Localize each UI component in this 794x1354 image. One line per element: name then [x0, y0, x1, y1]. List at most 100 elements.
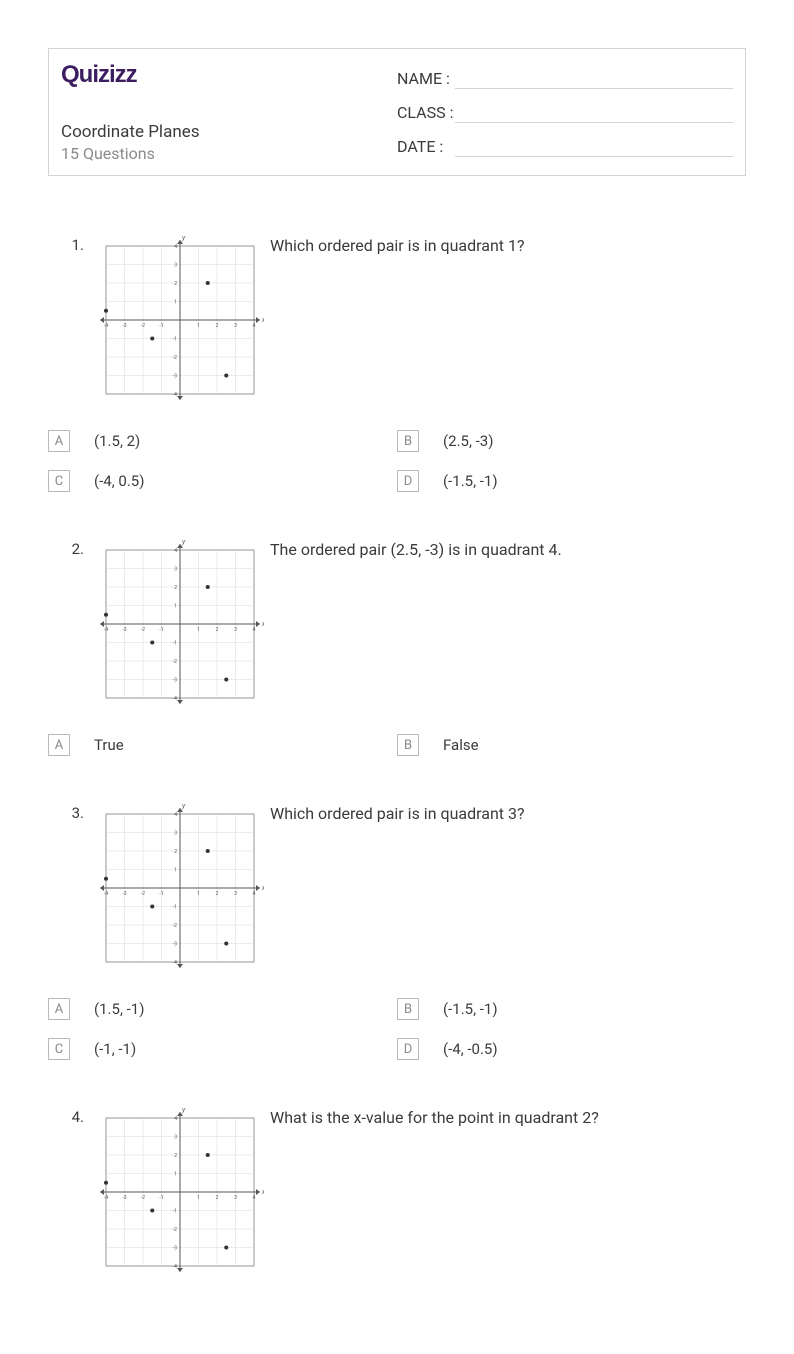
coordinate-plane-image: xy-4-3-2-11234-4-3-2-11234 [96, 1108, 266, 1276]
svg-text:-1: -1 [159, 323, 163, 329]
choice[interactable]: A (1.5, -1) [48, 998, 397, 1020]
svg-text:3: 3 [234, 627, 237, 633]
svg-text:-4: -4 [104, 627, 108, 633]
choice-letter: A [48, 430, 70, 452]
choice-letter: D [397, 1038, 419, 1060]
svg-text:x: x [261, 620, 264, 628]
svg-text:-1: -1 [173, 641, 177, 647]
svg-text:-2: -2 [141, 323, 145, 329]
name-label: NAME : [397, 69, 455, 88]
svg-text:4: 4 [253, 1195, 256, 1201]
question-block: 3. xy-4-3-2-11234-4-3-2-11234 Which orde… [48, 804, 746, 1078]
date-input-line[interactable] [455, 135, 733, 157]
question-block: 2. xy-4-3-2-11234-4-3-2-11234 The ordere… [48, 540, 746, 774]
choice-text: (1.5, 2) [94, 432, 140, 450]
svg-text:4: 4 [253, 891, 256, 897]
choice-letter: B [397, 998, 419, 1020]
quiz-title: Coordinate Planes [61, 122, 397, 142]
svg-text:-3: -3 [173, 374, 177, 380]
question-block: 1. xy-4-3-2-11234-4-3-2-11234 Which orde… [48, 236, 746, 510]
header-right: NAME : CLASS : DATE : [397, 61, 733, 163]
name-field-row: NAME : [397, 61, 733, 95]
svg-text:-1: -1 [159, 627, 163, 633]
choice-letter: A [48, 998, 70, 1020]
choice-letter: C [48, 470, 70, 492]
choice[interactable]: A True [48, 734, 397, 756]
svg-text:4: 4 [174, 548, 177, 554]
svg-text:2: 2 [216, 891, 219, 897]
svg-text:-4: -4 [104, 1195, 108, 1201]
svg-text:y: y [181, 1108, 186, 1114]
svg-text:-1: -1 [173, 905, 177, 911]
choice-text: (-1.5, -1) [443, 1000, 498, 1018]
svg-text:-1: -1 [173, 1209, 177, 1215]
choice[interactable]: D (-1.5, -1) [397, 470, 746, 492]
name-input-line[interactable] [455, 67, 733, 89]
svg-text:-3: -3 [173, 942, 177, 948]
svg-text:4: 4 [174, 1116, 177, 1122]
coordinate-plane-image: xy-4-3-2-11234-4-3-2-11234 [96, 540, 266, 708]
choice[interactable]: B (-1.5, -1) [397, 998, 746, 1020]
choice[interactable]: C (-1, -1) [48, 1038, 397, 1060]
svg-text:-4: -4 [173, 696, 177, 702]
svg-text:-2: -2 [173, 355, 177, 361]
svg-text:-2: -2 [173, 659, 177, 665]
choice-text: (-1.5, -1) [443, 472, 498, 490]
choice-letter: B [397, 734, 419, 756]
svg-text:-3: -3 [122, 323, 126, 329]
svg-text:4: 4 [174, 812, 177, 818]
choice-text: (-4, 0.5) [94, 472, 144, 490]
svg-text:-1: -1 [159, 1195, 163, 1201]
svg-text:-2: -2 [173, 1227, 177, 1233]
choice-text: True [94, 736, 124, 754]
svg-text:1: 1 [174, 868, 177, 874]
choice[interactable]: A (1.5, 2) [48, 430, 397, 452]
svg-text:-2: -2 [141, 627, 145, 633]
svg-text:1: 1 [197, 891, 200, 897]
svg-text:1: 1 [174, 300, 177, 306]
svg-text:-2: -2 [141, 891, 145, 897]
svg-text:-3: -3 [122, 1195, 126, 1201]
question-text: Which ordered pair is in quadrant 3? [266, 804, 746, 823]
svg-text:3: 3 [234, 1195, 237, 1201]
svg-text:2: 2 [174, 849, 177, 855]
choice-text: (-1, -1) [94, 1040, 136, 1058]
coordinate-plane-image: xy-4-3-2-11234-4-3-2-11234 [96, 236, 266, 404]
question-number: 1. [48, 236, 96, 254]
coordinate-plane-image: xy-4-3-2-11234-4-3-2-11234 [96, 804, 266, 972]
svg-text:-3: -3 [122, 627, 126, 633]
choice-letter: C [48, 1038, 70, 1060]
svg-text:y: y [181, 236, 186, 242]
svg-text:2: 2 [174, 585, 177, 591]
svg-text:3: 3 [174, 1135, 177, 1141]
svg-text:2: 2 [216, 323, 219, 329]
svg-text:-2: -2 [141, 1195, 145, 1201]
choice-text: (1.5, -1) [94, 1000, 144, 1018]
svg-text:x: x [261, 1188, 264, 1196]
svg-text:4: 4 [253, 627, 256, 633]
question-text: Which ordered pair is in quadrant 1? [266, 236, 746, 255]
class-input-line[interactable] [455, 101, 733, 123]
svg-text:-1: -1 [159, 891, 163, 897]
svg-text:3: 3 [234, 891, 237, 897]
svg-text:-4: -4 [173, 960, 177, 966]
svg-text:x: x [261, 884, 264, 892]
choice[interactable]: B False [397, 734, 746, 756]
svg-text:4: 4 [253, 323, 256, 329]
header-left: Quizizz Coordinate Planes 15 Questions [61, 61, 397, 163]
question-number: 3. [48, 804, 96, 822]
question-text: What is the x-value for the point in qua… [266, 1108, 746, 1127]
question-block: 4. xy-4-3-2-11234-4-3-2-11234 What is th… [48, 1108, 746, 1276]
class-field-row: CLASS : [397, 95, 733, 129]
choices: A (1.5, 2) B (2.5, -3) C (-4, 0.5) D (-1… [48, 430, 746, 510]
svg-text:-3: -3 [173, 1246, 177, 1252]
choices: A (1.5, -1) B (-1.5, -1) C (-1, -1) D (-… [48, 998, 746, 1078]
date-label: DATE : [397, 137, 455, 156]
svg-text:1: 1 [197, 323, 200, 329]
choice[interactable]: C (-4, 0.5) [48, 470, 397, 492]
svg-text:-3: -3 [122, 891, 126, 897]
svg-text:2: 2 [174, 281, 177, 287]
choice[interactable]: D (-4, -0.5) [397, 1038, 746, 1060]
choice[interactable]: B (2.5, -3) [397, 430, 746, 452]
svg-text:-3: -3 [173, 678, 177, 684]
